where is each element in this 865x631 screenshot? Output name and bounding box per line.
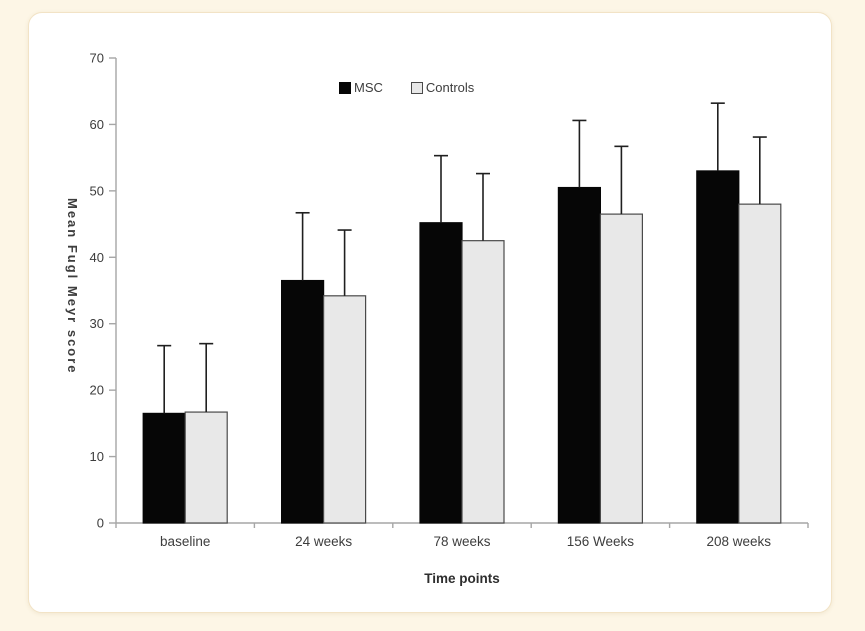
legend-label-controls: Controls xyxy=(425,80,475,95)
legend-swatch-controls xyxy=(410,81,423,94)
bar-chart-svg: 0 10 20 30 40 50 60 70 baseline 24 weeks 78 weeks 1… xyxy=(90,51,809,549)
y-tick-label: 60 xyxy=(90,117,104,132)
x-category-label: baseline xyxy=(160,534,210,549)
y-tick-label: 20 xyxy=(90,383,104,398)
y-tick-label: 0 xyxy=(97,516,104,531)
bar-controls-3 xyxy=(599,213,644,524)
y-tick-label: 10 xyxy=(90,449,104,464)
bar-msc-0 xyxy=(142,412,186,524)
y-tick-label: 30 xyxy=(90,316,104,331)
bar-controls-2 xyxy=(461,240,505,524)
legend-item-msc: MSC xyxy=(339,80,383,95)
y-tick-label: 50 xyxy=(90,183,104,198)
x-category-label: 156 Weeks xyxy=(567,534,635,549)
y-axis-title: Mean Fugl Meyr score xyxy=(65,197,80,375)
bar-controls-0 xyxy=(184,411,228,524)
chart-card: 0 10 20 30 40 50 60 70 baseline 24 weeks 78 weeks 1… xyxy=(28,12,832,613)
bar-msc-2 xyxy=(419,222,463,524)
legend-item-controls: Controls xyxy=(410,80,475,95)
bar-controls-1 xyxy=(323,295,367,524)
x-category-label: 78 weeks xyxy=(433,534,490,549)
x-category-label: 208 weeks xyxy=(707,534,772,549)
bar-msc-1 xyxy=(281,279,325,524)
x-axis-title: Time points xyxy=(424,571,500,586)
legend: MSC Controls xyxy=(339,80,474,95)
bar-msc-4 xyxy=(696,170,740,524)
legend-label-msc: MSC xyxy=(354,80,383,95)
y-tick-label: 70 xyxy=(90,51,104,66)
bar-msc-3 xyxy=(557,186,602,524)
bar-controls-4 xyxy=(738,203,782,524)
legend-swatch-msc xyxy=(339,81,351,94)
y-tick-label: 40 xyxy=(90,250,104,265)
x-category-label: 24 weeks xyxy=(295,534,352,549)
